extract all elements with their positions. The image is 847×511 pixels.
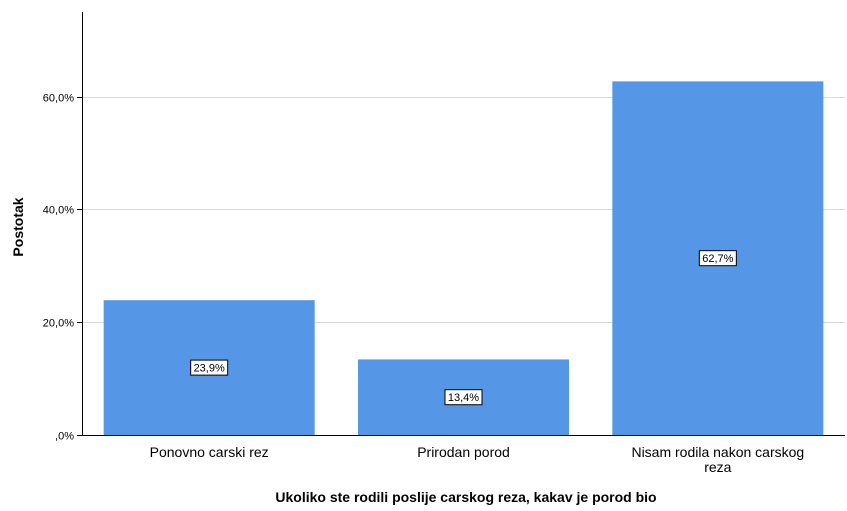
y-tick-label: 60,0% — [43, 93, 74, 105]
x-tick-label: reza — [704, 459, 731, 475]
data-label-box — [698, 250, 737, 267]
x-tick-label: Nisam rodila nakon carskog — [631, 444, 804, 460]
x-tick-label: Ponovno carski rez — [150, 444, 269, 460]
data-label: 62,7% — [702, 253, 733, 265]
axes: ,0% 20,0% 40,0% 60,0% Ponovno carski rez Prir… — [43, 12, 845, 475]
y-tick-label: ,0% — [55, 431, 74, 443]
data-label-box — [190, 359, 229, 376]
y-axis-title: Postotak — [10, 197, 26, 256]
data-label: 23,9% — [194, 363, 225, 375]
data-label: 13,4% — [448, 392, 479, 404]
y-tick-label: 20,0% — [43, 318, 74, 330]
y-tick-label: 40,0% — [43, 205, 74, 217]
x-axis-title: Ukoliko ste rodili poslije carskog reza,… — [275, 489, 656, 505]
data-label-box — [444, 389, 483, 406]
data-labels: 23,9% 13,4% 62,7% — [190, 250, 737, 406]
x-tick-label: Prirodan porod — [417, 444, 510, 460]
